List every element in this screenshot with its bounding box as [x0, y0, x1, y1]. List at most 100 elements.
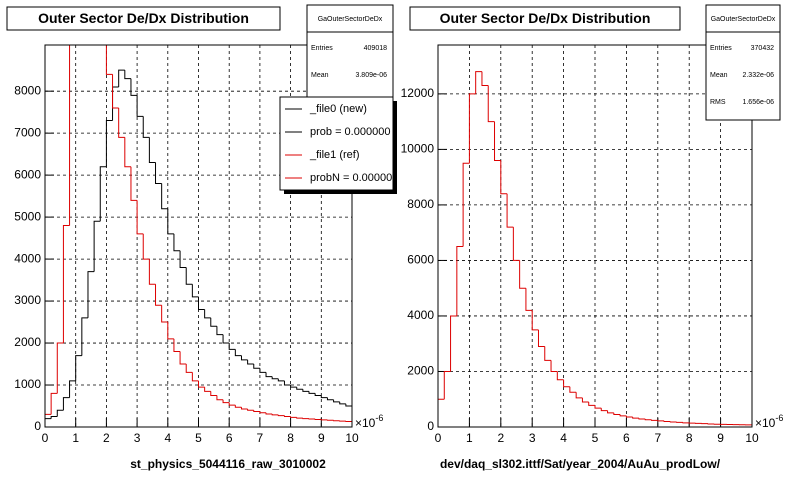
- bar: [550, 360, 558, 372]
- bar: [118, 69, 125, 87]
- bar: [283, 380, 291, 386]
- y-tick-label: 6000: [14, 167, 41, 181]
- stats-label: Entries: [710, 45, 732, 52]
- bar: [191, 284, 199, 298]
- bar: [438, 398, 445, 427]
- bar: [148, 259, 156, 285]
- bar: [185, 364, 193, 373]
- bar: [607, 410, 614, 414]
- bar: [161, 305, 168, 323]
- plot-border: [44, 44, 353, 428]
- bar: [161, 183, 168, 210]
- y-tick-label: 1000: [14, 377, 41, 391]
- legend-label: prob = 0.000000: [310, 126, 390, 138]
- bar: [173, 233, 181, 252]
- bar: [657, 420, 665, 422]
- stats-label: RMS: [710, 99, 726, 106]
- legend-label: _file0 (new): [309, 103, 367, 115]
- bar: [296, 417, 303, 419]
- bar: [155, 162, 162, 185]
- bar: [81, 317, 88, 356]
- bar: [468, 93, 476, 164]
- bar: [105, 45, 113, 75]
- bar: [575, 392, 583, 399]
- bar: [173, 338, 181, 352]
- y-tick-label: 8000: [14, 83, 41, 97]
- stats-title: GaOuterSectorDeDx: [711, 16, 776, 23]
- y-tick-label: 5000: [14, 209, 41, 223]
- bar: [253, 364, 260, 369]
- y-tick-label: 2000: [14, 335, 41, 349]
- x-tick-label: 9: [717, 431, 724, 445]
- bar: [247, 359, 254, 365]
- plot-border: [437, 44, 753, 428]
- bar: [638, 418, 646, 420]
- bar: [62, 225, 70, 344]
- bar: [253, 410, 260, 412]
- bar: [191, 372, 199, 382]
- bar: [118, 107, 125, 138]
- bar: [669, 421, 677, 423]
- y-tick-label: 12000: [401, 86, 435, 100]
- x-multiplier-base: ×10: [755, 416, 776, 430]
- bar: [56, 409, 64, 417]
- bar: [326, 397, 334, 401]
- bar: [531, 310, 539, 331]
- bar: [320, 395, 328, 399]
- bar: [259, 411, 267, 414]
- x-axis-label: dev/daq_sl302.ittf/Sat/year_2004/AuAu_pr…: [440, 457, 721, 471]
- x-tick-label: 8: [686, 431, 693, 445]
- x-multiplier-base: ×10: [355, 416, 376, 430]
- bar: [277, 414, 285, 417]
- y-tick-label: 4000: [407, 308, 434, 322]
- bar: [87, 271, 95, 318]
- bar: [234, 405, 242, 408]
- bar: [450, 315, 457, 372]
- y-tick-label: 4000: [14, 251, 41, 265]
- bar: [594, 405, 602, 409]
- bar: [45, 418, 52, 427]
- bar: [142, 233, 150, 260]
- bar: [234, 349, 242, 357]
- title-box: [6, 6, 281, 31]
- legend: _file0 (new) prob = 0.000000 _file1 (ref) p…: [285, 103, 392, 184]
- bar: [75, 355, 82, 381]
- y-tick-label: 3000: [14, 293, 41, 307]
- x-tick-label: 9: [318, 431, 325, 445]
- bar: [198, 380, 205, 388]
- bar: [525, 288, 533, 311]
- x-tick-label: 5: [195, 431, 202, 445]
- y-tick-label: 0: [34, 419, 41, 433]
- stats-label: Entries: [311, 45, 333, 52]
- x-tick-label: 4: [560, 431, 567, 445]
- bar: [745, 424, 752, 427]
- bar: [210, 317, 217, 327]
- bar: [333, 399, 340, 403]
- x-tick-label: 0: [435, 431, 442, 445]
- bar: [228, 402, 236, 406]
- bar: [345, 421, 352, 427]
- bar: [198, 296, 205, 310]
- x-tick-label: 10: [345, 431, 359, 445]
- y-tick-label: 8000: [407, 197, 434, 211]
- bar: [240, 407, 248, 410]
- bar: [259, 368, 267, 373]
- bar: [537, 329, 545, 347]
- chart-title: Outer Sector De/Dx Distribution: [440, 10, 651, 26]
- bar: [204, 309, 211, 319]
- bar: [50, 392, 58, 415]
- legend-box: [279, 96, 394, 191]
- y-tick-label: 10000: [401, 142, 435, 156]
- x-axis-label: st_physics_5044116_raw_3010002: [130, 457, 326, 471]
- y-tick-label: 7000: [14, 125, 41, 139]
- bar: [240, 355, 248, 361]
- bar: [544, 346, 552, 361]
- bar: [581, 397, 589, 403]
- bar: [142, 116, 150, 138]
- legend-label: probN = 0.00000: [310, 172, 392, 184]
- bar: [475, 71, 482, 94]
- x-multiplier: ×10-6: [355, 413, 383, 430]
- bar: [204, 387, 211, 392]
- stats-label: Mean: [710, 72, 728, 79]
- x-tick-label: 7: [654, 431, 661, 445]
